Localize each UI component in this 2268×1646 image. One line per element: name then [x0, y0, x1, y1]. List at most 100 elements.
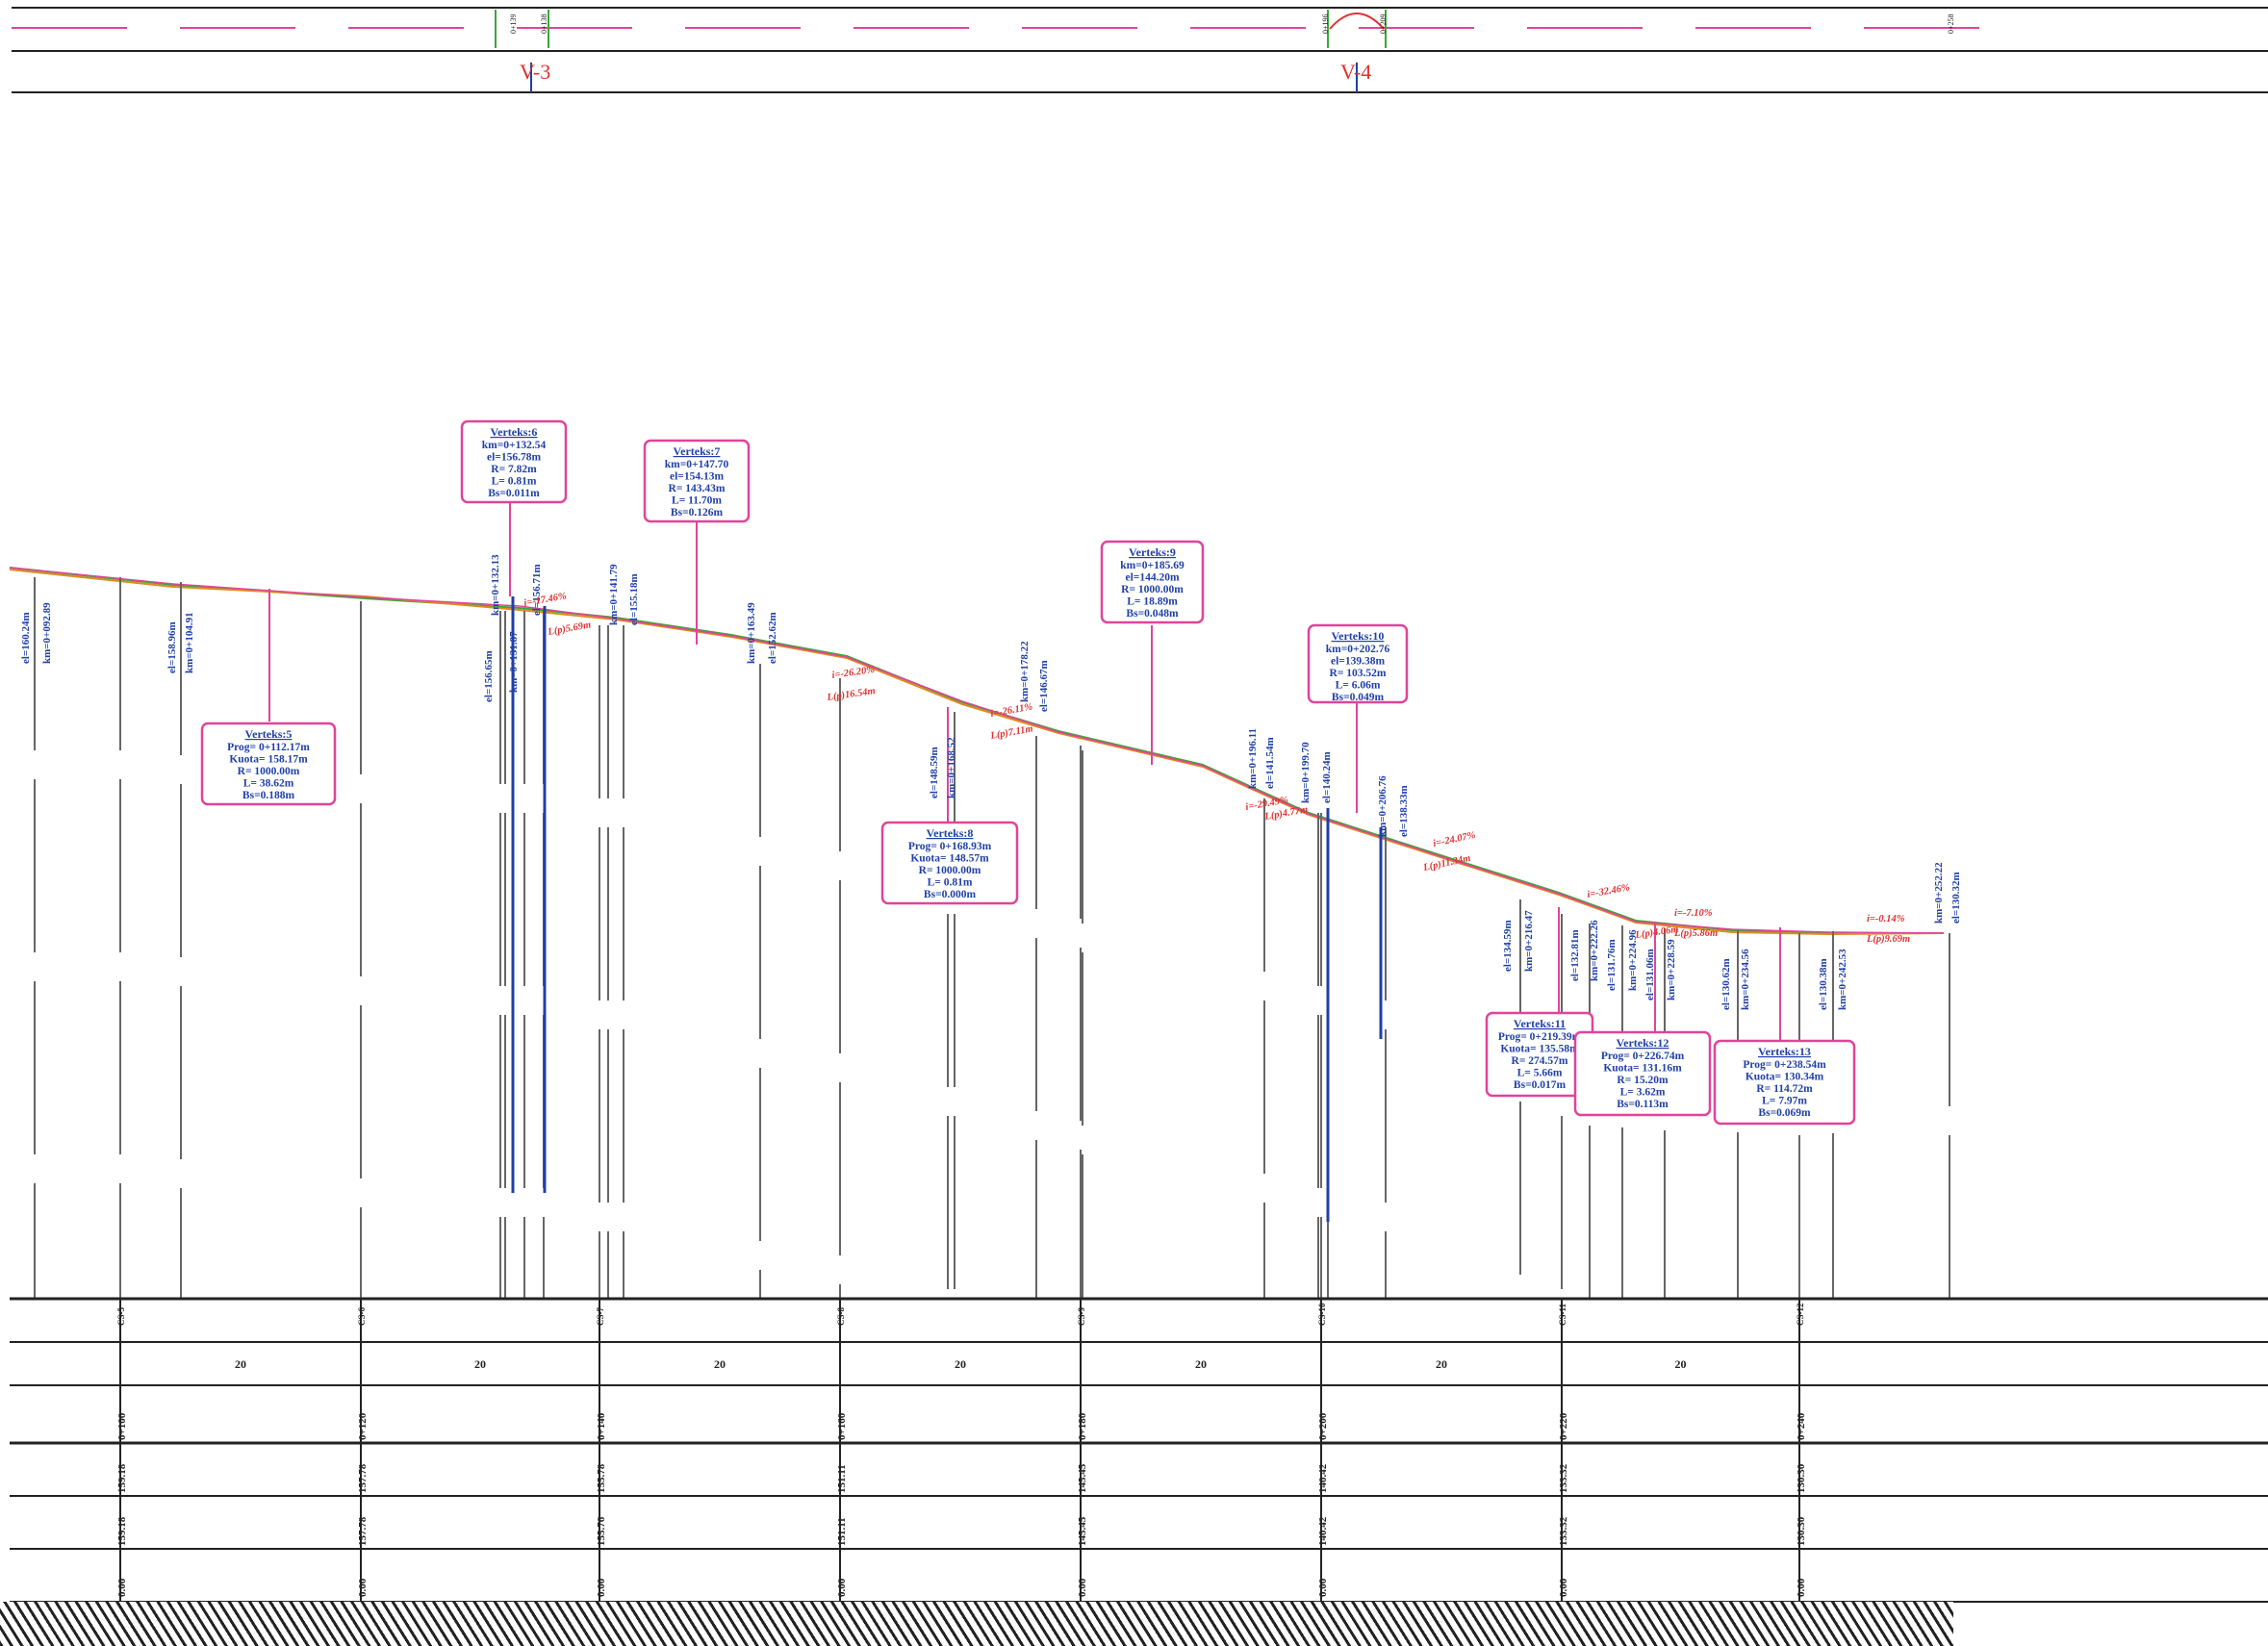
vertex-box-line: el=144.20m — [1125, 572, 1179, 584]
alt-grade-line — [9, 567, 1945, 934]
vertex-box-line: km=0+147.70 — [665, 459, 729, 470]
vertex-box-line: Bs=0.049m — [1332, 692, 1385, 703]
point-label: el=146.67m — [1038, 660, 1050, 712]
vertex-box-title: Verteks:9 — [1129, 545, 1176, 559]
design-elevation: 157.78 — [357, 1516, 369, 1546]
vertex-box-title: Verteks:11 — [1514, 1017, 1566, 1030]
grade-label: L(p)11.34m — [1421, 853, 1471, 874]
point-label: km=0+092.89 — [41, 602, 53, 664]
point-label: km=0+216.47 — [1523, 910, 1535, 972]
vertex-box-title: Verteks:10 — [1332, 629, 1385, 643]
vertex-box-line: R= 1000.00m — [919, 865, 981, 876]
vertex-box-line: km=0+132.54 — [482, 440, 547, 451]
cut-fill-value: 0.00 — [1796, 1578, 1807, 1597]
point-label: km=0+228.59 — [1666, 939, 1677, 1000]
design-elevation: 159.18 — [116, 1516, 128, 1546]
vertex-box-line: L= 18.89m — [1127, 596, 1178, 608]
existing-elevation: 130.30 — [1796, 1463, 1807, 1493]
vertex-box-title: Verteks:6 — [491, 425, 538, 439]
design-elevation: 130.30 — [1796, 1516, 1807, 1546]
cut-fill-value: 0.00 — [357, 1578, 369, 1597]
vertex-box-line: Bs=0.126m — [671, 507, 724, 519]
station-lines — [34, 577, 1950, 1299]
grade-label: L(p)5.86m — [1673, 928, 1718, 939]
design-elevation: 151.11 — [836, 1517, 848, 1546]
vertex-box-line: Prog= 0+112.17m — [227, 742, 310, 753]
grade-label: i=-26.20% — [831, 665, 876, 681]
vertex-box-line: L= 11.70m — [672, 495, 722, 507]
existing-elevation: 159.18 — [116, 1463, 128, 1493]
point-label: el=160.24m — [20, 612, 32, 664]
point-label: km=0+224.96 — [1627, 929, 1639, 991]
vertex-box-line: Prog= 0+219.39m — [1498, 1031, 1582, 1043]
existing-elevation: 133.32 — [1558, 1463, 1569, 1493]
existing-elevation: 145.45 — [1077, 1463, 1088, 1493]
design-elevation: 155.76 — [596, 1516, 607, 1546]
vertex-box-line: Kuota= 130.34m — [1746, 1072, 1824, 1083]
vertex-box-title: Verteks:5 — [245, 727, 293, 741]
point-labels: el=160.24m km=0+092.89 el=158.96m km=0+104.… — [20, 554, 1962, 1010]
point-label: el=132.81m — [1569, 929, 1581, 981]
grade-label: i=-32.46% — [1587, 882, 1631, 900]
point-label: el=131.06m — [1644, 949, 1656, 1000]
cut-fill-value: 0.00 — [836, 1578, 848, 1597]
distance-label: 20 — [1675, 1357, 1687, 1371]
point-label: el=156.71m — [531, 564, 543, 616]
vertex-box-title: Verteks:8 — [927, 826, 974, 840]
point-label: km=0+206.76 — [1377, 775, 1389, 837]
point-label: km=0+196.11 — [1247, 728, 1259, 789]
existing-elevation: 140.42 — [1317, 1463, 1329, 1493]
plan-mark: 0+258 — [1947, 13, 1955, 34]
vertex-label-v4: V-4 — [1340, 60, 1371, 84]
vertex-box-line: L= 6.06m — [1336, 680, 1381, 692]
grade-label: L(p)7.11m — [989, 723, 1034, 742]
point-label: km=0+252.22 — [1933, 862, 1945, 924]
vertex-box-line: Kuota= 148.57m — [910, 853, 989, 865]
vertex-box-line: Bs=0.113m — [1617, 1099, 1669, 1110]
distance-label: 20 — [474, 1357, 486, 1371]
vertex-box-line: R= 143.43m — [669, 483, 726, 494]
vertex-box-line: Kuota= 135.58m — [1500, 1044, 1579, 1055]
vertex-box-line: Kuota= 131.16m — [1603, 1063, 1682, 1075]
existing-elevation: 157.78 — [357, 1463, 369, 1493]
vertex-box-line: L= 38.62m — [243, 778, 294, 790]
vertex-box-title: Verteks:7 — [674, 444, 721, 458]
existing-elevation: 155.78 — [596, 1463, 607, 1493]
distance-label: 20 — [1436, 1357, 1447, 1371]
cs-label: CS-8 — [836, 1306, 846, 1326]
vertex-box-line: km=0+185.69 — [1120, 560, 1185, 571]
cs-label: CS-11 — [1558, 1303, 1567, 1326]
vertex-box-line: L= 5.66m — [1517, 1068, 1563, 1079]
vertex-box-line: Kuota= 158.17m — [229, 754, 308, 766]
cut-fill-value: 0.00 — [1558, 1578, 1569, 1597]
hatch-band — [0, 1602, 1953, 1646]
vertex-box-line: L= 0.81m — [492, 476, 537, 488]
vertex-box-line: Prog= 0+168.93m — [908, 841, 992, 852]
point-label: el=130.32m — [1950, 872, 1962, 924]
distance-label: 20 — [1195, 1357, 1207, 1371]
distance-label: 20 — [955, 1357, 966, 1371]
chainage-label: 0+200 — [1317, 1412, 1329, 1440]
point-label: el=138.33m — [1398, 785, 1410, 837]
vertex-box-line: Bs=0.048m — [1126, 608, 1179, 620]
vertex-box-line: R= 7.82m — [491, 464, 537, 475]
cs-label: CS-5 — [116, 1306, 126, 1326]
point-label: el=131.76m — [1606, 939, 1618, 991]
grade-label: i=-24.07% — [1432, 830, 1476, 849]
point-label: el=156.65m — [483, 650, 495, 702]
point-label: km=0+168.52 — [946, 737, 957, 798]
distance-label: 20 — [714, 1357, 726, 1371]
vertex-label-v3: V-3 — [520, 60, 550, 84]
cs-label: CS-7 — [596, 1306, 605, 1326]
vertex-box-line: Bs=0.011m — [488, 488, 540, 499]
grade-label: L(p)9.69m — [1866, 934, 1910, 945]
vertex-box-line: el=156.78m — [487, 452, 541, 464]
vertex-box-line: R= 274.57m — [1512, 1055, 1568, 1067]
grade-label: i=-0.14% — [1867, 914, 1905, 924]
